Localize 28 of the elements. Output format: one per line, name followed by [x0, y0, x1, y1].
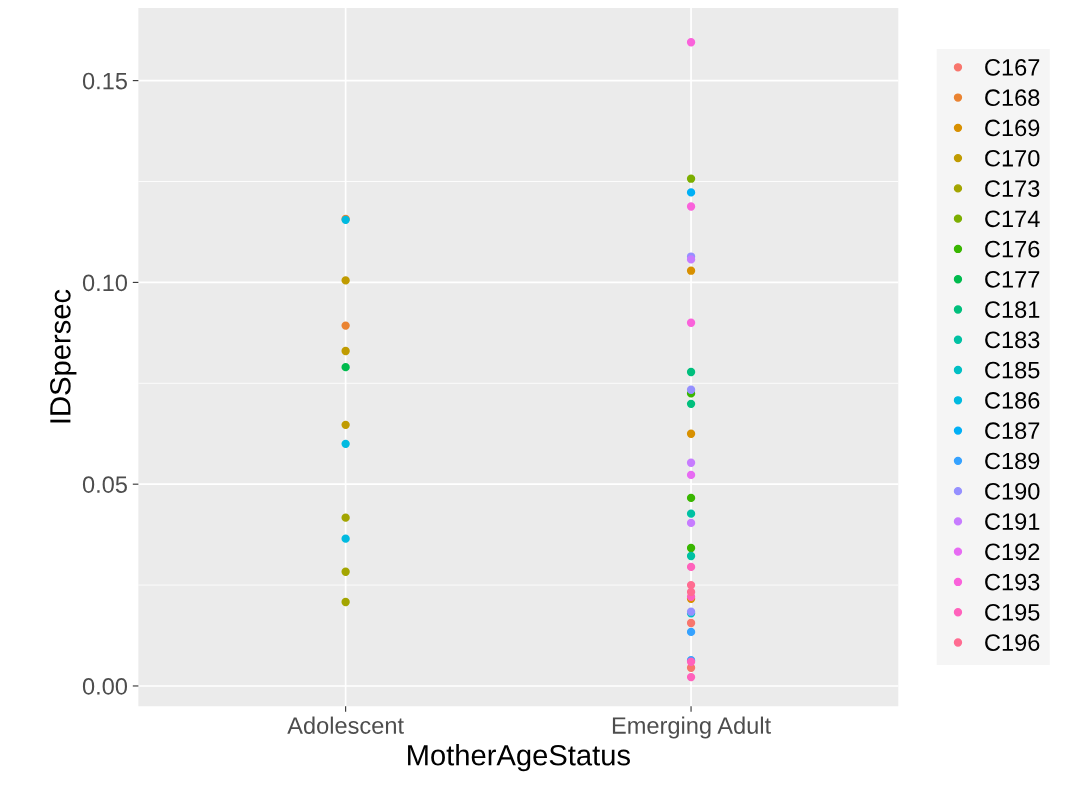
y-tick-label: 0.00	[82, 678, 128, 695]
legend-label: C167	[985, 59, 1040, 76]
legend-label: C185	[985, 361, 1040, 379]
legend-label: C174	[985, 210, 1040, 228]
legend-label: C170	[985, 149, 1040, 167]
legend-label: C168	[985, 89, 1040, 107]
legend-label: C183	[985, 331, 1040, 349]
legend-label: C190	[985, 482, 1040, 500]
y-tick-label: 0.15	[82, 72, 127, 90]
legend-label: C173	[985, 180, 1040, 197]
legend-label: C187	[985, 422, 1040, 440]
x-tick-label: Emerging Adult	[612, 716, 771, 739]
legend-label: C177	[985, 270, 1040, 288]
legend-label: C193	[985, 573, 1040, 591]
legend-label: C191	[985, 513, 1040, 530]
legend-label: C181	[985, 301, 1040, 318]
legend-label: C176	[985, 240, 1040, 258]
x-tick-label: Adolescent	[287, 716, 404, 734]
legend-label: C189	[985, 452, 1040, 470]
y-tick-label: 0.10	[82, 274, 128, 292]
legend-label: C195	[985, 604, 1040, 621]
y-tick-label: 0.05	[82, 476, 127, 493]
legend-label: C186	[985, 392, 1040, 409]
legend-label: C169	[985, 119, 1040, 137]
legend-label: C192	[985, 543, 1040, 561]
legend-label: C196	[985, 634, 1040, 651]
y-axis-title: IDSpersec	[50, 289, 77, 423]
x-axis-title: MotherAgeStatus	[408, 744, 630, 772]
